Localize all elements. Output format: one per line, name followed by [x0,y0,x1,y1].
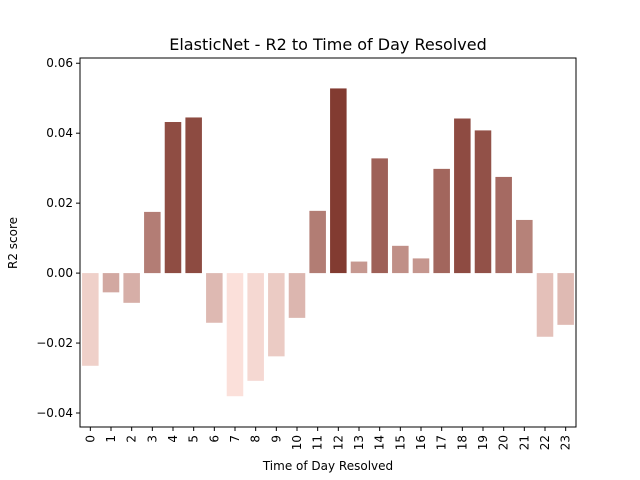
y-axis: 0.06 0.04 0.02 0.00 −0.02 −0.04 [36,56,80,420]
bar-hour-9 [268,273,285,357]
chart-title: ElasticNet - R2 to Time of Day Resolved [169,35,486,54]
bar-hour-7 [226,273,244,397]
bar-hour-19 [474,130,492,274]
bars-layer [82,88,574,397]
bar-hour-14 [371,158,388,274]
bar-hour-0 [82,273,99,366]
x-tick-label: 16 [414,435,428,450]
x-tick-label: 13 [352,435,366,450]
bar-hour-12 [330,88,347,274]
bar-hour-22 [536,273,554,337]
bar-hour-3 [144,211,161,274]
bar-hour-18 [454,118,471,274]
x-tick-label: 0 [83,435,97,443]
x-axis: 0 1 2 3 4 5 6 7 8 9 10 11 12 13 14 15 16 17 18 19 20 21 22 23 [83,427,573,450]
x-tick-label: 6 [207,435,221,443]
x-axis-title: Time of Day Resolved [262,459,393,473]
bar-hour-20 [495,176,512,274]
y-tick-label: −0.04 [36,406,73,420]
bar-hour-15 [392,245,409,274]
bar-hour-23 [557,273,574,325]
x-tick-label: 20 [497,435,511,450]
y-tick-label: −0.02 [36,336,73,350]
x-tick-label: 2 [125,435,139,443]
bar-hour-4 [164,122,182,274]
y-tick-label: 0.00 [46,266,73,280]
bar-hour-10 [288,273,306,318]
x-tick-label: 7 [228,435,242,443]
bar-hour-11 [309,210,326,274]
bar-hour-8 [247,273,264,381]
bar-hour-21 [516,219,533,274]
x-tick-label: 4 [166,435,180,443]
bar-hour-6 [206,273,223,323]
y-tick-label: 0.06 [46,56,73,70]
x-tick-label: 14 [373,435,387,450]
x-tick-label: 21 [517,435,531,450]
y-axis-title: R2 score [6,217,20,269]
bar-hour-2 [123,273,140,303]
x-tick-label: 15 [393,435,407,450]
x-tick-label: 3 [145,435,159,443]
x-tick-label: 11 [311,435,325,450]
y-tick-label: 0.02 [46,196,73,210]
x-tick-label: 10 [290,435,304,450]
bar-hour-1 [102,273,120,293]
bar-hour-13 [350,261,368,274]
bar-hour-17 [433,168,450,274]
bar-hour-5 [185,117,202,274]
x-tick-label: 5 [187,435,201,443]
x-tick-label: 18 [455,435,469,450]
x-tick-label: 17 [435,435,449,450]
plot-frame [79,57,577,428]
x-tick-label: 8 [249,435,263,443]
x-tick-label: 1 [104,435,118,443]
x-tick-label: 19 [476,435,490,450]
x-tick-label: 22 [538,435,552,450]
x-tick-label: 12 [331,435,345,450]
x-tick-label: 9 [269,435,283,443]
bar-hour-16 [412,258,430,274]
x-tick-label: 23 [559,435,573,450]
y-tick-label: 0.04 [46,126,73,140]
